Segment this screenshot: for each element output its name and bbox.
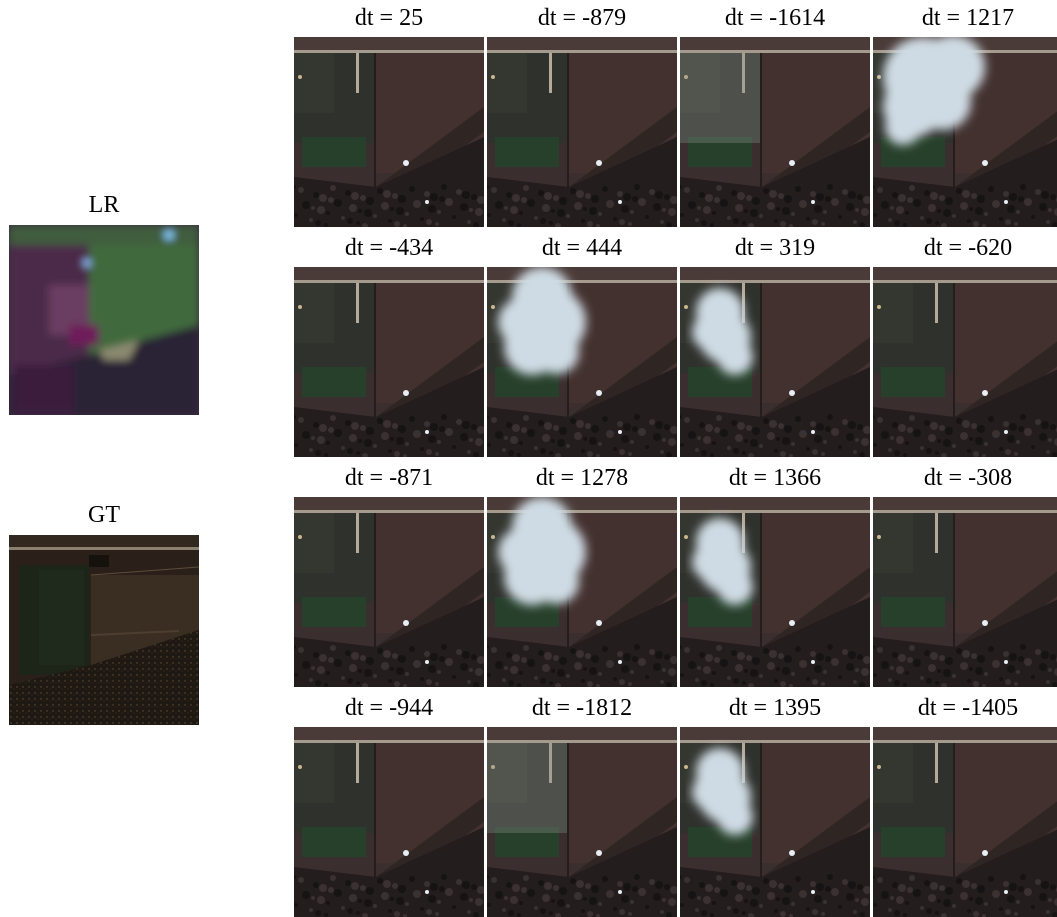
- dt-label: dt = 1366: [728, 465, 822, 491]
- lr-image: [9, 225, 199, 415]
- dt-label: dt = -1405: [917, 695, 1019, 721]
- prediction-image: [873, 37, 1057, 227]
- dt-label: dt = -308: [923, 465, 1013, 491]
- prediction-image: [294, 37, 484, 227]
- dt-label: dt = -620: [923, 235, 1013, 261]
- prediction-image: [873, 727, 1057, 917]
- prediction-image: [680, 497, 870, 687]
- dt-label: dt = 25: [354, 5, 424, 31]
- prediction-image: [294, 497, 484, 687]
- prediction-image: [680, 267, 870, 457]
- dt-label: dt = -871: [344, 465, 434, 491]
- prediction-image: [487, 727, 677, 917]
- prediction-image: [680, 37, 870, 227]
- prediction-image: [487, 37, 677, 227]
- dt-label: dt = 319: [734, 235, 816, 261]
- prediction-image: [487, 497, 677, 687]
- lr-label: LR: [88, 192, 120, 218]
- dt-label: dt = -434: [344, 235, 434, 261]
- prediction-image: [873, 497, 1057, 687]
- prediction-image: [487, 267, 677, 457]
- dt-label: dt = -944: [344, 695, 434, 721]
- prediction-image: [680, 727, 870, 917]
- dt-label: dt = 444: [541, 235, 623, 261]
- prediction-image: [294, 267, 484, 457]
- dt-label: dt = 1278: [535, 465, 629, 491]
- dt-label: dt = -1614: [724, 5, 826, 31]
- gt-image: [9, 535, 199, 725]
- gt-label: GT: [88, 502, 120, 528]
- dt-label: dt = -1812: [531, 695, 633, 721]
- prediction-image: [873, 267, 1057, 457]
- prediction-image: [294, 727, 484, 917]
- dt-label: dt = 1217: [921, 5, 1015, 31]
- dt-label: dt = 1395: [728, 695, 822, 721]
- prediction-grid: dt = 25 dt = -879 dt = -1614 dt = 1217 dt = …: [294, 0, 1057, 917]
- dt-label: dt = -879: [537, 5, 627, 31]
